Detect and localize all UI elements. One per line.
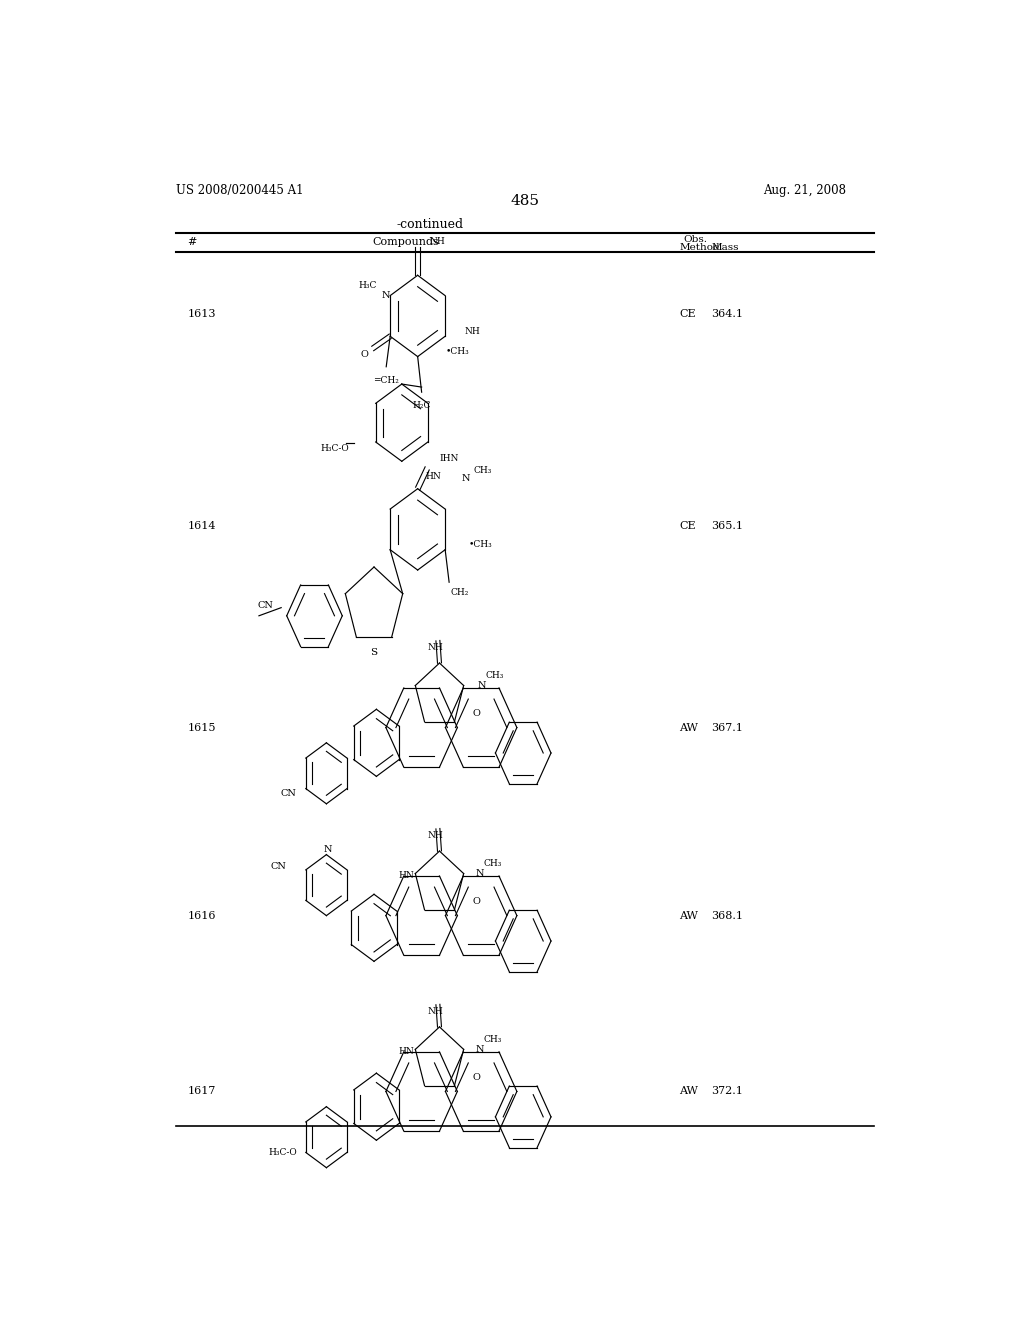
Text: HN: HN bbox=[398, 1047, 414, 1056]
Text: AW: AW bbox=[680, 1086, 698, 1097]
Text: Compounds: Compounds bbox=[373, 236, 439, 247]
Text: O: O bbox=[473, 1073, 480, 1082]
Text: Method: Method bbox=[680, 243, 720, 252]
Text: 1615: 1615 bbox=[187, 722, 216, 733]
Text: -continued: -continued bbox=[396, 218, 463, 231]
Text: O: O bbox=[473, 709, 480, 718]
Text: HN: HN bbox=[398, 871, 414, 880]
Text: Obs.: Obs. bbox=[684, 235, 708, 244]
Text: CE: CE bbox=[680, 521, 696, 532]
Text: N: N bbox=[477, 681, 486, 690]
Text: CH₃: CH₃ bbox=[483, 859, 502, 867]
Text: 1617: 1617 bbox=[187, 1086, 216, 1097]
Text: 1616: 1616 bbox=[187, 911, 216, 920]
Text: CN: CN bbox=[281, 789, 296, 799]
Text: S: S bbox=[371, 648, 378, 657]
Text: =CH₂: =CH₂ bbox=[374, 376, 399, 385]
Text: H₃C-O: H₃C-O bbox=[319, 444, 349, 453]
Text: CH₃: CH₃ bbox=[483, 1035, 502, 1044]
Text: H₃C: H₃C bbox=[358, 281, 377, 290]
Text: N: N bbox=[461, 474, 470, 483]
Text: AW: AW bbox=[680, 911, 698, 920]
Text: N: N bbox=[324, 845, 332, 854]
Text: 365.1: 365.1 bbox=[712, 521, 743, 532]
Text: HN: HN bbox=[426, 473, 441, 480]
Text: CE: CE bbox=[680, 309, 696, 319]
Text: 1614: 1614 bbox=[187, 521, 216, 532]
Text: O: O bbox=[473, 898, 480, 907]
Text: 364.1: 364.1 bbox=[712, 309, 743, 319]
Text: O: O bbox=[360, 350, 369, 359]
Text: US 2008/0200445 A1: US 2008/0200445 A1 bbox=[176, 185, 303, 198]
Text: IHN: IHN bbox=[440, 454, 459, 463]
Text: NH: NH bbox=[428, 643, 443, 652]
Text: CH₃: CH₃ bbox=[485, 671, 504, 680]
Text: CH₃: CH₃ bbox=[473, 466, 492, 475]
Text: 1613: 1613 bbox=[187, 309, 216, 319]
Text: N: N bbox=[475, 1044, 483, 1053]
Text: NH: NH bbox=[428, 1007, 443, 1016]
Text: H₂C: H₂C bbox=[413, 401, 431, 411]
Text: 367.1: 367.1 bbox=[712, 722, 743, 733]
Text: CN: CN bbox=[257, 601, 273, 610]
Text: •CH₃: •CH₃ bbox=[445, 347, 469, 356]
Text: Aug. 21, 2008: Aug. 21, 2008 bbox=[763, 185, 846, 198]
Text: #: # bbox=[187, 236, 197, 247]
Text: CN: CN bbox=[270, 862, 287, 871]
Text: CH₂: CH₂ bbox=[451, 587, 469, 597]
Text: •CH₃: •CH₃ bbox=[469, 540, 493, 549]
Text: NH: NH bbox=[430, 238, 445, 247]
Text: NH: NH bbox=[465, 326, 480, 335]
Text: 368.1: 368.1 bbox=[712, 911, 743, 920]
Text: AW: AW bbox=[680, 722, 698, 733]
Text: H₃C-O: H₃C-O bbox=[268, 1148, 297, 1156]
Text: NH: NH bbox=[428, 832, 443, 841]
Text: N: N bbox=[475, 869, 483, 878]
Text: 485: 485 bbox=[510, 194, 540, 209]
Text: N: N bbox=[382, 292, 390, 300]
Text: Mass: Mass bbox=[712, 243, 738, 252]
Text: 372.1: 372.1 bbox=[712, 1086, 743, 1097]
